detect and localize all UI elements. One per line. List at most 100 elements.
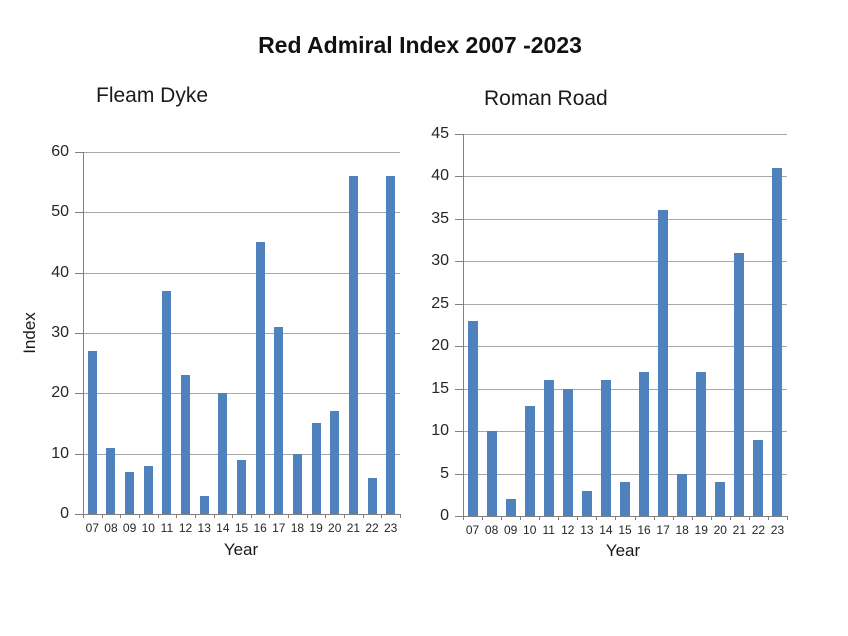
y-axis-tick-label: 10 — [431, 422, 449, 440]
bar-12 — [181, 375, 191, 514]
gridline — [463, 303, 787, 305]
x-axis-tick — [729, 516, 731, 520]
bar-18 — [292, 454, 302, 514]
x-axis-tick-label: 12 — [178, 521, 193, 535]
bar-10 — [524, 406, 535, 516]
bar-16 — [255, 242, 265, 514]
y-axis-tick — [455, 303, 463, 305]
axis-title-index: Index — [20, 312, 39, 354]
y-axis-tick-label: 35 — [431, 209, 449, 227]
gridline — [463, 388, 787, 390]
bar-09 — [125, 472, 135, 514]
y-axis-tick-label: 20 — [51, 384, 69, 402]
y-axis-tick — [455, 134, 463, 135]
gridline — [463, 261, 787, 263]
x-axis-tick-label: 09 — [503, 523, 518, 537]
x-axis-tick-label: 19 — [309, 521, 323, 535]
x-axis-tick-label: 09 — [122, 521, 137, 535]
y-axis-tick — [75, 212, 83, 214]
y-axis-tick-label: 0 — [60, 505, 69, 522]
y-axis-tick — [455, 431, 463, 433]
x-axis-tick-label: 10 — [141, 521, 155, 535]
x-axis-tick-label: 14 — [599, 523, 613, 537]
x-axis-line — [75, 514, 400, 515]
x-axis-tick — [539, 516, 541, 520]
y-axis-tick — [455, 261, 463, 263]
x-axis-tick-label: 15 — [234, 521, 249, 535]
bar-19 — [696, 372, 707, 516]
chart-main-title: Red Admiral Index 2007 -2023 — [258, 32, 582, 58]
gridline — [83, 333, 400, 334]
x-axis-tick — [653, 516, 655, 520]
x-axis-tick — [288, 514, 290, 518]
gridline — [83, 393, 400, 395]
chart-subtitle: Roman Road — [484, 87, 608, 110]
y-axis-tick-label: 30 — [431, 252, 449, 270]
bar-15 — [620, 482, 630, 516]
x-axis-tick — [501, 516, 503, 520]
x-axis-tick-label: 21 — [346, 521, 361, 535]
y-axis-line — [463, 134, 464, 516]
x-axis-tick — [463, 516, 464, 520]
y-axis-tick — [455, 388, 463, 390]
y-axis-tick-label: 40 — [51, 263, 69, 281]
gridline — [463, 176, 787, 178]
x-axis-tick-label: 07 — [85, 521, 99, 535]
y-axis-tick — [455, 346, 463, 348]
x-axis-tick — [325, 514, 327, 518]
bar-11 — [543, 380, 554, 516]
x-axis-tick-label: 07 — [465, 523, 480, 537]
x-axis-tick — [615, 516, 617, 520]
x-axis-tick-label: 18 — [675, 523, 689, 537]
y-axis-tick-label: 45 — [431, 125, 449, 142]
x-axis-tick — [157, 514, 159, 518]
bar-23 — [386, 176, 396, 514]
x-axis-tick-label: 10 — [523, 523, 537, 537]
bar-22 — [753, 440, 764, 516]
x-axis-tick — [232, 514, 234, 518]
gridline — [463, 346, 787, 348]
axis-title-year: Year — [223, 540, 259, 559]
gridline — [83, 152, 400, 153]
gridline — [83, 272, 400, 274]
bar-12 — [562, 389, 573, 516]
x-axis-tick — [710, 516, 712, 520]
y-axis-tick — [455, 218, 463, 220]
bar-07 — [87, 351, 97, 514]
x-axis-tick-label: 12 — [561, 523, 575, 537]
y-axis-tick-label: 50 — [51, 203, 69, 221]
gridline — [83, 453, 400, 455]
x-axis-tick — [83, 514, 84, 518]
bar-17 — [658, 210, 669, 516]
x-axis-tick — [691, 516, 693, 520]
x-axis-line — [455, 516, 787, 517]
bar-13 — [581, 491, 592, 516]
bar-08 — [106, 448, 116, 514]
x-axis-tick — [269, 514, 271, 518]
x-axis-tick-label: 16 — [637, 523, 651, 537]
gridline — [83, 212, 400, 214]
x-axis-tick — [520, 516, 522, 520]
x-axis-tick — [787, 516, 788, 520]
bar-14 — [218, 393, 228, 514]
bar-14 — [600, 380, 611, 516]
x-axis-tick — [344, 514, 346, 518]
x-axis-tick — [213, 514, 215, 518]
x-axis-tick — [558, 516, 560, 520]
gridline — [463, 134, 787, 135]
x-axis-tick-label: 13 — [580, 523, 594, 537]
bar-18 — [677, 474, 688, 516]
y-axis-tick — [455, 176, 463, 178]
chart-subtitle: Fleam Dyke — [96, 84, 209, 107]
x-axis-tick — [596, 516, 598, 520]
y-axis-tick-label: 20 — [431, 337, 449, 355]
x-axis-tick-label: 11 — [542, 523, 555, 537]
x-axis-tick-label: 08 — [104, 521, 118, 535]
bar-08 — [486, 431, 497, 516]
y-axis-tick-label: 15 — [431, 379, 449, 397]
x-axis-tick-label: 23 — [383, 521, 398, 535]
y-axis-tick — [75, 272, 83, 274]
y-axis-tick — [75, 453, 83, 455]
bar-13 — [199, 496, 209, 514]
x-axis-tick — [577, 516, 579, 520]
